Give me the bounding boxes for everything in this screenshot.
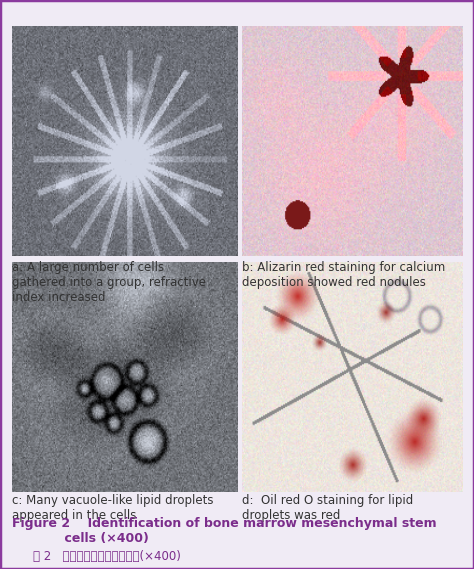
- Text: 图 2   骨髓间充质干细胞的鉴定(×400): 图 2 骨髓间充质干细胞的鉴定(×400): [33, 550, 181, 563]
- Text: c: Many vacuole-like lipid droplets
appeared in the cells: c: Many vacuole-like lipid droplets appe…: [12, 494, 213, 522]
- Text: d:  Oil red O staining for lipid
droplets was red: d: Oil red O staining for lipid droplets…: [242, 494, 413, 522]
- Text: b: Alizarin red staining for calcium
deposition showed red nodules: b: Alizarin red staining for calcium dep…: [242, 261, 445, 288]
- Text: Figure 2    Identification of bone marrow mesenchymal stem
            cells (×4: Figure 2 Identification of bone marrow m…: [12, 517, 437, 545]
- Text: a: A large number of cells
gathered into a group, refractive
index increased: a: A large number of cells gathered into…: [12, 261, 206, 304]
